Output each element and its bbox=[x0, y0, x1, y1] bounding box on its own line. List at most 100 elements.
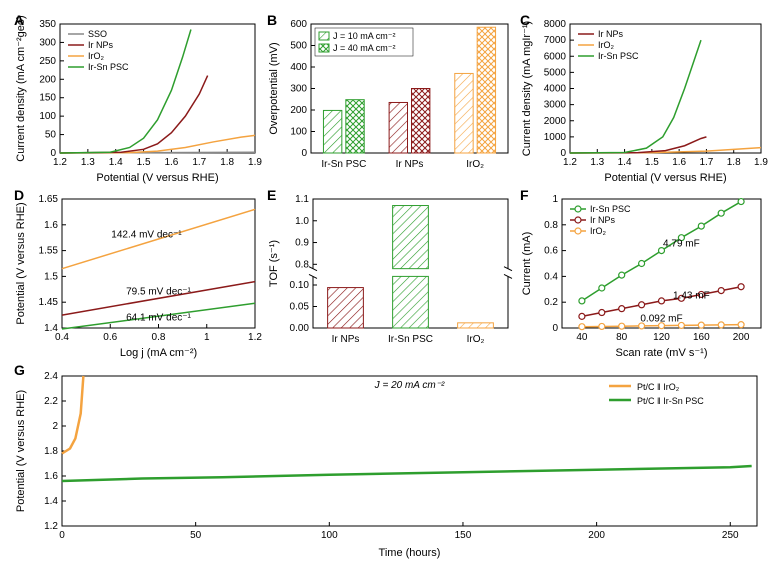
svg-text:Current density (mA cm⁻²geo): Current density (mA cm⁻²geo) bbox=[15, 15, 27, 161]
svg-text:2.4: 2.4 bbox=[44, 371, 58, 382]
svg-text:40: 40 bbox=[576, 332, 588, 343]
svg-text:1.3: 1.3 bbox=[81, 157, 95, 168]
svg-text:IrO₂: IrO₂ bbox=[590, 226, 606, 236]
panel-E: E 0.000.050.100.80.91.01.1TOF (s⁻¹)Ir NP… bbox=[263, 185, 516, 360]
svg-text:1.43 mF: 1.43 mF bbox=[673, 290, 710, 301]
svg-text:0: 0 bbox=[301, 148, 307, 159]
svg-text:4.79 mF: 4.79 mF bbox=[663, 239, 700, 250]
svg-text:IrO₂: IrO₂ bbox=[466, 159, 484, 170]
svg-text:1.7: 1.7 bbox=[699, 157, 713, 168]
svg-text:8000: 8000 bbox=[544, 19, 567, 30]
svg-text:1.3: 1.3 bbox=[590, 157, 604, 168]
svg-text:Ir NPs: Ir NPs bbox=[88, 40, 114, 50]
panel-A: A 1.21.31.41.51.61.71.81.905010015020025… bbox=[10, 10, 263, 185]
svg-text:600: 600 bbox=[290, 19, 307, 30]
svg-text:0.8: 0.8 bbox=[544, 220, 558, 231]
chart-F: 408012016020000.20.40.60.81Scan rate (mV… bbox=[516, 185, 769, 360]
chart-A: 1.21.31.41.51.61.71.81.90501001502002503… bbox=[10, 10, 263, 185]
panel-label-A: A bbox=[14, 12, 24, 28]
svg-text:1.45: 1.45 bbox=[39, 297, 59, 308]
svg-text:1.9: 1.9 bbox=[754, 157, 768, 168]
svg-text:IrO₂: IrO₂ bbox=[598, 40, 614, 50]
svg-text:120: 120 bbox=[653, 332, 670, 343]
svg-text:Ir-Sn PSC: Ir-Sn PSC bbox=[590, 204, 631, 214]
svg-text:1.55: 1.55 bbox=[39, 246, 59, 257]
svg-text:SSO: SSO bbox=[88, 29, 107, 39]
svg-text:Ir NPs: Ir NPs bbox=[598, 29, 624, 39]
svg-text:Pt/C ‖ IrO₂: Pt/C ‖ IrO₂ bbox=[637, 382, 680, 392]
svg-text:0.9: 0.9 bbox=[295, 238, 309, 249]
svg-text:Ir NPs: Ir NPs bbox=[396, 159, 424, 170]
svg-text:Scan rate (mV s⁻¹): Scan rate (mV s⁻¹) bbox=[616, 347, 708, 359]
svg-text:2000: 2000 bbox=[544, 116, 567, 127]
row-1: A 1.21.31.41.51.61.71.81.905010015020025… bbox=[10, 10, 769, 185]
svg-text:Potential (V versus RHE): Potential (V versus RHE) bbox=[96, 172, 218, 184]
svg-text:1.6: 1.6 bbox=[164, 157, 178, 168]
svg-text:250: 250 bbox=[722, 530, 739, 541]
svg-text:0.4: 0.4 bbox=[544, 271, 558, 282]
chart-E: 0.000.050.100.80.91.01.1TOF (s⁻¹)Ir NPsI… bbox=[263, 185, 516, 360]
svg-text:1000: 1000 bbox=[544, 132, 567, 143]
svg-text:3000: 3000 bbox=[544, 100, 567, 111]
svg-text:0: 0 bbox=[50, 148, 56, 159]
svg-text:0.05: 0.05 bbox=[290, 302, 310, 313]
svg-text:400: 400 bbox=[290, 62, 307, 73]
svg-text:50: 50 bbox=[45, 130, 57, 141]
svg-text:Current (mA): Current (mA) bbox=[521, 232, 533, 296]
row-3: G 0501001502002501.21.41.61.822.22.4Time… bbox=[10, 360, 769, 560]
panel-label-B: B bbox=[267, 12, 277, 28]
svg-text:1.1: 1.1 bbox=[295, 194, 309, 205]
svg-text:200: 200 bbox=[588, 530, 605, 541]
svg-text:1.2: 1.2 bbox=[248, 332, 262, 343]
svg-text:TOF (s⁻¹): TOF (s⁻¹) bbox=[268, 240, 280, 287]
svg-text:Time (hours): Time (hours) bbox=[379, 547, 441, 559]
panel-C: C 1.21.31.41.51.61.71.81.901000200030004… bbox=[516, 10, 769, 185]
svg-text:0.8: 0.8 bbox=[152, 332, 166, 343]
svg-text:1.5: 1.5 bbox=[137, 157, 151, 168]
svg-text:0.092 mF: 0.092 mF bbox=[640, 314, 682, 325]
panel-label-E: E bbox=[267, 187, 276, 203]
svg-text:1: 1 bbox=[552, 194, 558, 205]
svg-text:1.4: 1.4 bbox=[618, 157, 632, 168]
svg-text:80: 80 bbox=[616, 332, 628, 343]
svg-text:200: 200 bbox=[290, 105, 307, 116]
svg-text:0.6: 0.6 bbox=[544, 246, 558, 257]
row-2: D 0.40.60.811.21.41.451.51.551.61.65Log … bbox=[10, 185, 769, 360]
panel-label-G: G bbox=[14, 362, 25, 378]
svg-text:50: 50 bbox=[190, 530, 202, 541]
svg-text:Log j (mA cm⁻²): Log j (mA cm⁻²) bbox=[120, 347, 197, 359]
svg-text:1.8: 1.8 bbox=[220, 157, 234, 168]
svg-text:100: 100 bbox=[321, 530, 338, 541]
svg-text:0: 0 bbox=[560, 148, 566, 159]
chart-G: 0501001502002501.21.41.61.822.22.4Time (… bbox=[10, 360, 769, 560]
svg-text:100: 100 bbox=[290, 127, 307, 138]
svg-text:1.6: 1.6 bbox=[44, 471, 58, 482]
svg-text:Potential (V versus RHE): Potential (V versus RHE) bbox=[15, 202, 27, 324]
svg-text:1.4: 1.4 bbox=[109, 157, 123, 168]
svg-text:1.6: 1.6 bbox=[672, 157, 686, 168]
svg-text:64.1 mV dec⁻¹: 64.1 mV dec⁻¹ bbox=[126, 312, 191, 323]
svg-text:200: 200 bbox=[39, 74, 56, 85]
panel-G: G 0501001502002501.21.41.61.822.22.4Time… bbox=[10, 360, 769, 560]
svg-text:350: 350 bbox=[39, 19, 56, 30]
svg-text:1.5: 1.5 bbox=[44, 271, 58, 282]
svg-text:100: 100 bbox=[39, 111, 56, 122]
svg-text:300: 300 bbox=[39, 37, 56, 48]
svg-text:1.65: 1.65 bbox=[39, 194, 59, 205]
svg-text:2.2: 2.2 bbox=[44, 396, 58, 407]
svg-text:1.0: 1.0 bbox=[295, 216, 309, 227]
svg-text:Potential (V versus RHE): Potential (V versus RHE) bbox=[15, 390, 27, 512]
svg-text:500: 500 bbox=[290, 41, 307, 52]
svg-text:1.4: 1.4 bbox=[44, 496, 58, 507]
panel-D: D 0.40.60.811.21.41.451.51.551.61.65Log … bbox=[10, 185, 263, 360]
svg-text:1.4: 1.4 bbox=[44, 323, 58, 334]
svg-text:J = 10 mA cm⁻²: J = 10 mA cm⁻² bbox=[333, 31, 396, 41]
chart-C: 1.21.31.41.51.61.71.81.90100020003000400… bbox=[516, 10, 769, 185]
panel-label-D: D bbox=[14, 187, 24, 203]
panel-F: F 408012016020000.20.40.60.81Scan rate (… bbox=[516, 185, 769, 360]
svg-text:J = 20 mA cm⁻²: J = 20 mA cm⁻² bbox=[374, 380, 445, 391]
svg-text:Pt/C ‖ Ir-Sn PSC: Pt/C ‖ Ir-Sn PSC bbox=[637, 396, 704, 406]
svg-text:1.8: 1.8 bbox=[727, 157, 741, 168]
svg-text:4000: 4000 bbox=[544, 84, 567, 95]
svg-text:Ir-Sn PSC: Ir-Sn PSC bbox=[321, 159, 366, 170]
